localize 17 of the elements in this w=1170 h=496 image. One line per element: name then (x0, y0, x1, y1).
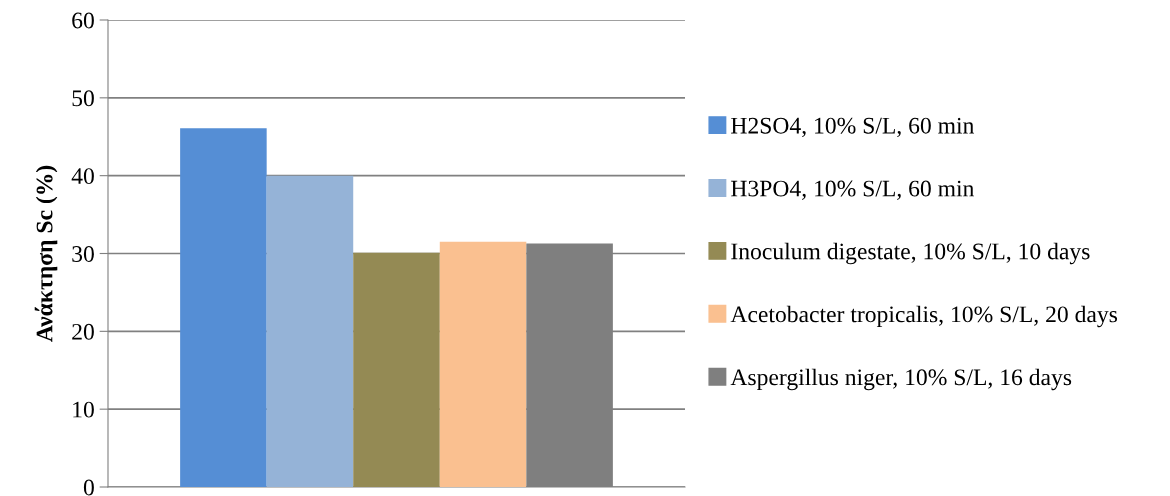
y-axis-title: Ανάκτηση Sc (%) (34, 165, 58, 342)
bar (353, 252, 440, 487)
legend-label: Aspergillus niger, 10% S/L, 16 days (730, 368, 1072, 391)
y-tick-label: 40 (71, 168, 94, 185)
y-tick-label: 20 (72, 323, 94, 340)
bar (439, 241, 527, 487)
y-tick-label: 50 (72, 90, 94, 107)
y-tick-label: 10 (73, 401, 94, 418)
y-tick-label: 30 (72, 245, 94, 262)
bar (266, 175, 354, 487)
legend-label: H2SO4, 10% S/L, 60 min (731, 117, 975, 138)
legend-label: H3PO4, 10% S/L, 60 min (731, 180, 975, 200)
y-tick-label: 0 (83, 479, 94, 496)
legend-label: Acetobacter tropicalis, 10% S/L, 20 days (730, 305, 1118, 328)
legend-label: Inoculum digestate, 10% S/L, 10 days (731, 242, 1090, 265)
bar (180, 128, 267, 487)
y-tick-label: 60 (72, 12, 94, 29)
